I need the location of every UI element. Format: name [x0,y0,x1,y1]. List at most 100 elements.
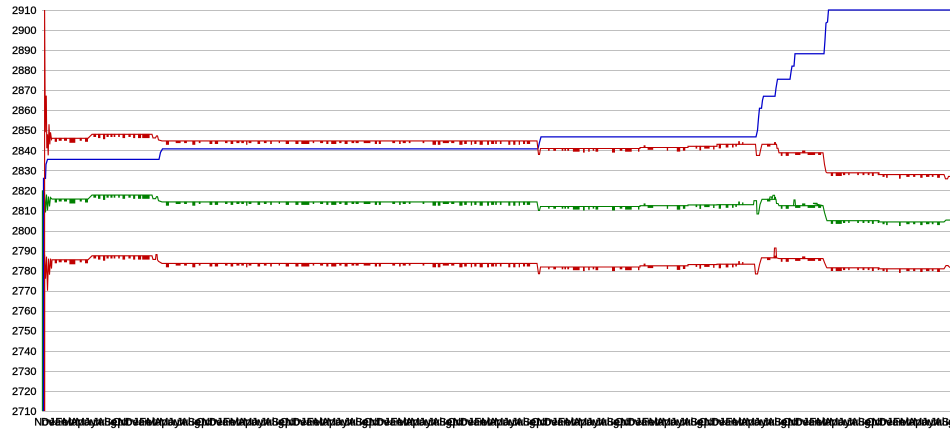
svg-text:2770: 2770 [12,286,36,298]
svg-text:Feb: Feb [223,417,242,429]
svg-text:2780: 2780 [12,266,36,278]
svg-text:May: May [494,417,515,429]
svg-text:Nov: Nov [34,417,54,429]
svg-text:Jun: Jun [335,417,353,429]
svg-text:Dec: Dec [376,417,396,429]
svg-text:Jun: Jun [419,417,437,429]
svg-text:Nov: Nov [453,417,473,429]
svg-text:Mar: Mar [649,417,668,429]
svg-text:Jun: Jun [252,417,270,429]
svg-text:May: May [662,417,683,429]
svg-text:Sep: Sep [858,417,878,429]
svg-text:Apr: Apr [489,417,506,429]
svg-text:Sep: Sep [272,417,292,429]
svg-text:Nov: Nov [788,417,808,429]
svg-text:May: May [76,417,97,429]
svg-text:Feb: Feb [474,417,493,429]
svg-text:May: May [411,417,432,429]
svg-text:Apr: Apr [573,417,590,429]
svg-text:Apr: Apr [238,417,255,429]
svg-text:Oct: Oct [782,417,799,429]
svg-text:2840: 2840 [12,145,36,157]
svg-text:2860: 2860 [12,105,36,117]
svg-text:Jul: Jul [344,417,358,429]
svg-text:Sep: Sep [774,417,794,429]
svg-text:Feb: Feb [55,417,74,429]
svg-text:Feb: Feb [139,417,158,429]
svg-text:Jan: Jan [887,417,905,429]
svg-text:Mar: Mar [398,417,417,429]
svg-text:Dec: Dec [879,417,899,429]
svg-text:Nov: Nov [369,417,389,429]
svg-text:2740: 2740 [12,346,36,358]
svg-text:Oct: Oct [112,417,129,429]
svg-text:Jan: Jan [384,417,402,429]
svg-text:May: May [578,417,599,429]
svg-text:Apr: Apr [405,417,422,429]
svg-text:Jul: Jul [679,417,693,429]
svg-text:Mar: Mar [146,417,165,429]
svg-text:Sep: Sep [523,417,543,429]
svg-text:Oct: Oct [280,417,297,429]
svg-text:2870: 2870 [12,85,36,97]
svg-text:Dec: Dec [41,417,61,429]
svg-text:Jul: Jul [763,417,777,429]
svg-text:Jan: Jan [300,417,318,429]
svg-text:Jun: Jun [838,417,856,429]
svg-text:Jan: Jan [217,417,235,429]
svg-text:May: May [243,417,264,429]
svg-text:Jul: Jul [847,417,861,429]
svg-text:Jan: Jan [803,417,821,429]
svg-text:2850: 2850 [12,125,36,137]
svg-text:Nov: Nov [286,417,306,429]
svg-text:2790: 2790 [12,246,36,258]
svg-text:2900: 2900 [12,25,36,37]
svg-text:Dec: Dec [125,417,145,429]
svg-text:Aug: Aug [516,417,536,429]
svg-text:Jul: Jul [930,417,944,429]
svg-text:Jul: Jul [512,417,526,429]
svg-text:Dec: Dec [293,417,313,429]
svg-text:Feb: Feb [307,417,326,429]
svg-text:Mar: Mar [230,417,249,429]
svg-text:Aug: Aug [181,417,201,429]
svg-text:Jun: Jun [754,417,772,429]
svg-text:2760: 2760 [12,306,36,318]
svg-text:May: May [159,417,180,429]
svg-text:Aug: Aug [265,417,285,429]
svg-text:Oct: Oct [196,417,213,429]
svg-text:Dec: Dec [711,417,731,429]
svg-text:Apr: Apr [740,417,757,429]
svg-text:2820: 2820 [12,185,36,197]
svg-text:2720: 2720 [12,386,36,398]
svg-text:Sep: Sep [188,417,208,429]
svg-text:Dec: Dec [795,417,815,429]
svg-text:Dec: Dec [460,417,480,429]
svg-text:Nov: Nov [621,417,641,429]
svg-text:Jun: Jun [168,417,186,429]
svg-text:Jan: Jan [49,417,67,429]
svg-text:Oct: Oct [866,417,883,429]
svg-text:Jan: Jan [468,417,486,429]
svg-text:Dec: Dec [628,417,648,429]
svg-text:Aug: Aug [600,417,620,429]
svg-text:Jun: Jun [84,417,102,429]
svg-text:Jul: Jul [428,417,442,429]
svg-text:Mar: Mar [900,417,919,429]
svg-text:Dec: Dec [209,417,229,429]
svg-text:May: May [829,417,850,429]
svg-text:Sep: Sep [942,417,950,429]
svg-text:Jun: Jun [922,417,940,429]
svg-text:Jan: Jan [635,417,653,429]
svg-text:Mar: Mar [314,417,333,429]
svg-text:May: May [746,417,767,429]
svg-text:Jul: Jul [177,417,191,429]
svg-text:2910: 2910 [12,5,36,17]
svg-text:Sep: Sep [690,417,710,429]
svg-text:2730: 2730 [12,366,36,378]
svg-text:Mar: Mar [62,417,81,429]
svg-text:Apr: Apr [322,417,339,429]
svg-text:May: May [327,417,348,429]
svg-text:Mar: Mar [733,417,752,429]
svg-text:2880: 2880 [12,65,36,77]
